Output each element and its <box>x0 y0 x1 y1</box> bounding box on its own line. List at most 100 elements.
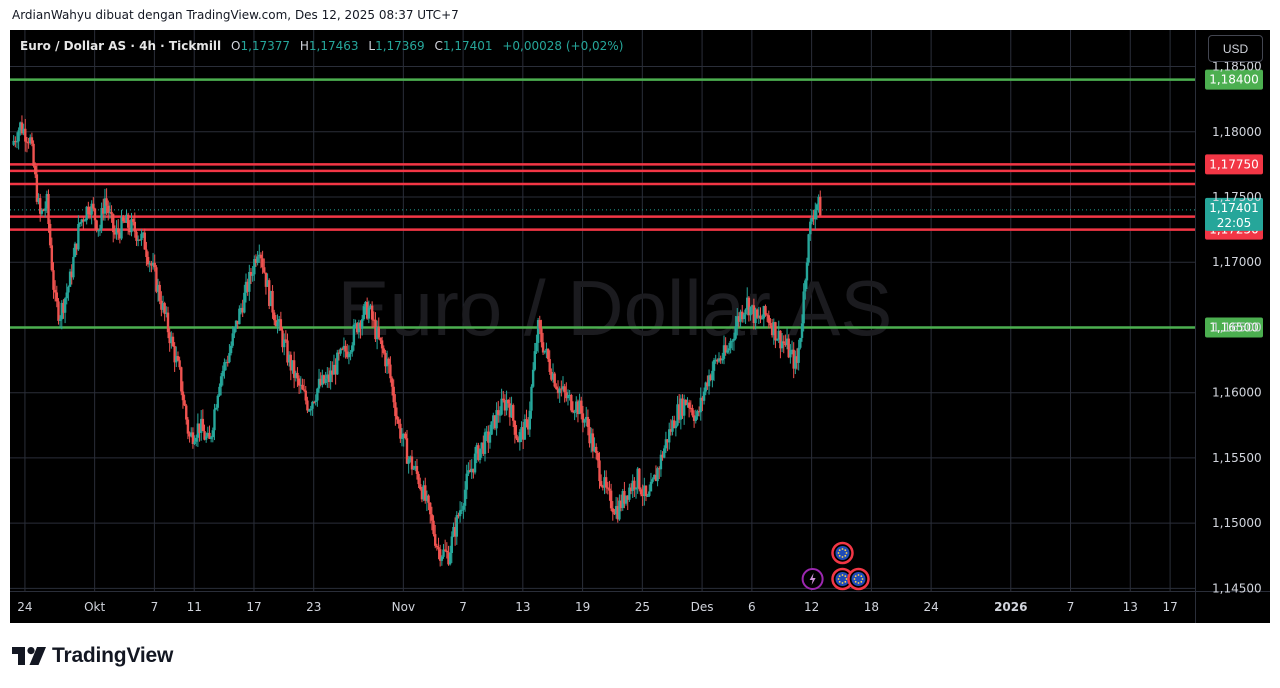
candle-body <box>331 370 334 375</box>
candle-body <box>706 382 709 387</box>
candle-body <box>591 433 595 452</box>
candle-body <box>458 510 462 517</box>
candle-body <box>736 316 739 327</box>
eu-flag-icon <box>831 541 854 565</box>
candle-body <box>312 401 316 403</box>
candle-body <box>604 477 608 488</box>
tradingview-logo[interactable]: TradingView <box>12 644 173 668</box>
candle-body <box>410 456 414 470</box>
candle-body <box>72 256 75 278</box>
candle-body <box>590 433 593 444</box>
candle-body <box>707 375 711 387</box>
tradingview-logo-icon <box>12 647 46 665</box>
economic-events[interactable] <box>801 541 870 591</box>
candle-body <box>684 399 688 405</box>
candle-body <box>621 490 624 508</box>
time-tick-label: 23 <box>306 600 321 614</box>
candle-body <box>535 342 538 352</box>
candle-body <box>677 404 681 420</box>
price-chart[interactable]: Euro / Dollar AS 1,184001,177501,172501,… <box>10 30 1270 623</box>
candle-body <box>804 280 807 292</box>
candle-body <box>654 474 658 482</box>
candle-body <box>576 401 580 415</box>
candle-body <box>500 398 503 415</box>
candle-body <box>729 340 732 349</box>
candle-body <box>112 214 115 233</box>
candle-body <box>75 243 78 250</box>
chart-panel[interactable]: Euro / Dollar AS 1,184001,177501,172501,… <box>10 30 1270 623</box>
candle-body <box>523 419 527 440</box>
candle-body <box>495 410 498 429</box>
candle-body <box>593 446 596 452</box>
time-tick-label: 7 <box>459 600 467 614</box>
candle-body <box>724 345 727 353</box>
candle-body <box>603 477 606 488</box>
candle-body <box>560 388 563 390</box>
candle-body <box>30 137 34 144</box>
candle-body <box>362 306 366 320</box>
candle-body <box>226 362 229 364</box>
candle-body <box>360 319 364 329</box>
candle-body <box>530 386 533 411</box>
candle-body <box>171 336 175 347</box>
level-price-label: 1,17750 <box>1209 157 1259 171</box>
candle-body <box>488 434 492 443</box>
candle-body <box>57 301 60 321</box>
candle-body <box>805 262 809 281</box>
candle-body <box>503 400 507 411</box>
candle-body <box>223 362 226 371</box>
time-tick-label: 19 <box>575 600 590 614</box>
candle-body <box>757 315 761 318</box>
candle-body <box>143 232 146 250</box>
candle-body <box>385 358 389 367</box>
candle-body <box>390 378 394 387</box>
candle-body <box>83 220 87 222</box>
level-price-tag <box>1205 69 1263 90</box>
candle-body <box>258 254 261 257</box>
candle-body <box>493 415 497 429</box>
candle-body <box>427 495 430 503</box>
candle-body <box>248 272 251 292</box>
candle-body <box>231 333 234 346</box>
candle-body <box>150 263 153 266</box>
candle-body <box>173 346 176 363</box>
candle-body <box>429 502 432 515</box>
candle-body <box>415 466 419 474</box>
candle-body <box>739 311 742 322</box>
candle-body <box>782 341 785 344</box>
candle-body <box>145 249 148 257</box>
candle-body <box>414 466 417 469</box>
candle-body <box>32 143 35 167</box>
candle-body <box>407 459 410 464</box>
candle-body <box>465 473 468 490</box>
candle-body <box>477 445 480 460</box>
price-tick-label: 1,17000 <box>1212 255 1262 269</box>
currency-button[interactable]: USD <box>1208 35 1263 62</box>
candle-body <box>538 320 541 329</box>
candle-body <box>263 267 266 273</box>
candle-body <box>168 332 171 344</box>
candle-body <box>468 470 472 473</box>
candle-body <box>138 239 141 241</box>
candle-body <box>324 378 327 384</box>
symbol-title[interactable]: Euro / Dollar AS · 4h · Tickmill <box>20 39 222 53</box>
candle-body <box>233 327 236 334</box>
candle-body <box>249 272 253 276</box>
candle-body <box>561 386 565 390</box>
candle-body <box>68 271 72 287</box>
candle-body <box>452 526 455 537</box>
candle-body <box>732 338 736 341</box>
candle-body <box>88 214 92 216</box>
candle-body <box>367 307 371 319</box>
candle-body <box>507 399 510 404</box>
candle-body <box>151 262 155 266</box>
price-tick-label: 1,14500 <box>1212 581 1262 595</box>
candle-body <box>80 219 83 223</box>
time-tick-label: 24 <box>923 600 938 614</box>
candle-body <box>384 352 387 367</box>
candle-body <box>425 495 429 501</box>
candle-body <box>482 442 485 454</box>
candle-body <box>264 272 268 287</box>
candle-body <box>185 405 188 420</box>
